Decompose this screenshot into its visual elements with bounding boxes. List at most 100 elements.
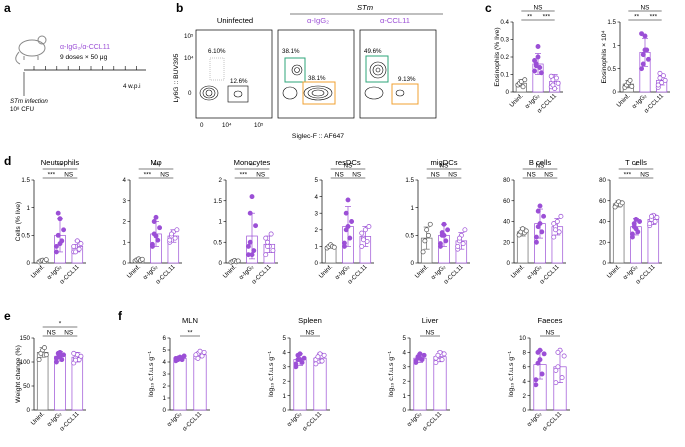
y-tick-label: 0.5	[607, 66, 616, 73]
sig-label: NS	[448, 172, 457, 179]
y-tick-label: 0.2	[500, 54, 509, 61]
data-point	[561, 353, 567, 359]
y-tick-label: 0	[163, 407, 167, 414]
chart-title: T cells	[625, 158, 647, 167]
flow-y-tick-2: 0	[188, 90, 192, 97]
sig-label: NS	[640, 172, 649, 179]
data-point	[559, 375, 565, 381]
y-tick-label: 4	[163, 359, 167, 366]
data-point	[293, 361, 299, 367]
data-point	[426, 232, 431, 238]
y-tick-label: 0.4	[500, 19, 509, 26]
flow-gate-bottom-igg	[302, 81, 336, 105]
x-tick-label: α-CCL11	[155, 263, 178, 286]
data-point	[265, 243, 270, 249]
data-point	[167, 237, 173, 243]
x-tick-label: α-CCL11	[181, 410, 204, 433]
data-point	[441, 232, 447, 238]
data-point	[155, 237, 161, 243]
data-point	[533, 63, 539, 69]
y-tick-label: 150	[20, 335, 31, 342]
panel-a-scheme: α-IgG₂/α-CCL11 9 doses × 50 μg STm infec…	[10, 35, 146, 113]
y-axis-label: Cells (% live)	[15, 202, 22, 242]
y-tick-label: 1	[123, 239, 127, 246]
x-tick-label: α-CCL11	[251, 263, 274, 286]
data-point	[533, 382, 539, 388]
panel-letter-d: d	[4, 154, 11, 168]
y-axis-label: log₁₀ c.f.u.s g⁻¹	[268, 350, 275, 396]
y-tick-label: 0	[315, 260, 319, 267]
y-tick-label: 2	[403, 378, 407, 385]
data-point	[36, 357, 42, 363]
data-point	[253, 223, 259, 229]
data-point	[551, 234, 557, 240]
data-point	[457, 235, 462, 241]
y-tick-label: 1	[27, 205, 31, 212]
data-point	[270, 248, 276, 253]
y-tick-label: 20	[503, 239, 510, 246]
y-tick-label: 80	[503, 177, 510, 184]
data-point	[153, 233, 159, 239]
chart-neutrophils: Neutrophils 0 0.5 1 1.5 Cells (% live) Uninf. α…	[15, 158, 86, 286]
data-point	[366, 224, 372, 229]
y-tick-label: 2	[219, 177, 223, 184]
data-point	[657, 75, 663, 81]
sig-label: NS	[536, 163, 545, 170]
y-tick-label: 4	[283, 350, 287, 357]
data-point	[555, 80, 561, 86]
y-tick-label: 2	[523, 393, 527, 400]
sig-label: NS	[335, 172, 344, 179]
sig-label: **	[250, 163, 255, 170]
chart-title: resDCs	[335, 158, 361, 167]
data-point	[345, 197, 351, 203]
flow-x-tick-0: 0	[200, 122, 204, 129]
data-point	[462, 227, 468, 233]
x-tick-label: α-CCL11	[539, 263, 562, 286]
y-tick-label: 1.5	[607, 19, 616, 26]
data-point	[647, 221, 653, 227]
data-point	[535, 360, 541, 366]
sig-label: ***	[48, 172, 56, 179]
data-point	[555, 349, 561, 355]
data-point	[520, 84, 526, 90]
data-point	[297, 357, 303, 363]
y-tick-label: 1.5	[213, 198, 222, 205]
sig-label: *	[635, 163, 638, 170]
x-tick-label: α-CCL11	[635, 263, 658, 286]
flow-contours-uninfected	[199, 85, 243, 101]
data-point	[43, 257, 49, 263]
data-point	[441, 351, 447, 357]
flow-gate-bottom-ccl11	[391, 83, 419, 105]
data-point	[520, 226, 526, 232]
panel-letter-e: e	[4, 309, 11, 323]
data-point	[73, 357, 78, 363]
y-tick-label: 50	[23, 383, 30, 390]
y-tick-label: 0	[613, 89, 617, 96]
panel-letter-a: a	[4, 1, 11, 15]
data-point	[195, 355, 201, 361]
y-tick-label: 6	[523, 364, 527, 371]
data-point	[197, 348, 203, 354]
x-tick-label: α-IgG₂	[166, 410, 184, 428]
y-tick-label: 0.5	[21, 233, 30, 240]
data-point	[659, 80, 665, 86]
sig-label: *	[59, 321, 62, 328]
sig-label: **	[188, 330, 193, 337]
y-axis-label: log₁₀ c.f.u.s g⁻¹	[148, 350, 155, 396]
x-tick-label: α-CCL11	[541, 410, 564, 433]
data-point	[652, 219, 658, 224]
data-point	[319, 358, 325, 364]
data-point	[315, 354, 321, 360]
y-tick-label: 6	[163, 335, 167, 342]
data-point	[42, 345, 47, 351]
data-point	[639, 31, 645, 37]
data-point	[522, 77, 528, 83]
data-point	[268, 231, 274, 237]
data-point	[535, 54, 541, 60]
data-point	[149, 243, 155, 249]
y-tick-label: 5	[283, 335, 287, 342]
gate-bottom-pct-ccl11: 9.13%	[398, 76, 416, 83]
